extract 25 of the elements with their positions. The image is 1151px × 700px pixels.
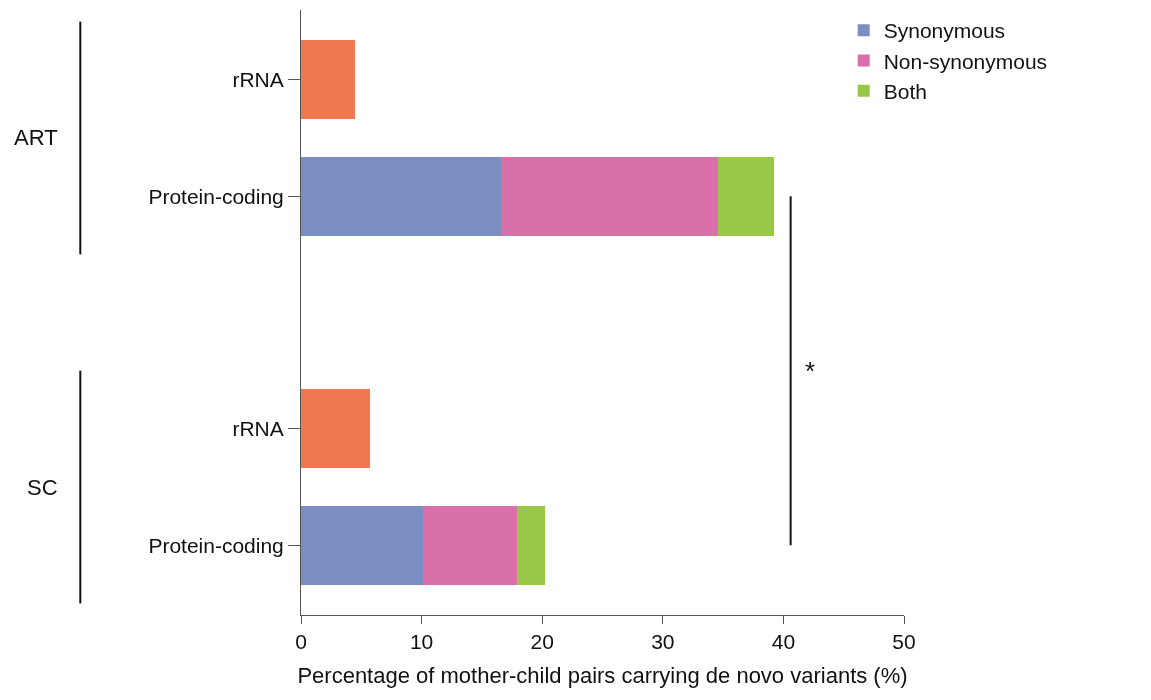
x-tick-label: 40 xyxy=(771,630,796,654)
text: ART xyxy=(14,125,58,150)
x-tick-label: 10 xyxy=(409,630,434,654)
bar xyxy=(718,156,774,236)
legend-label: Synonymous xyxy=(883,19,1006,43)
x-tick-label: 20 xyxy=(530,630,554,654)
bar xyxy=(301,40,356,120)
legend-label: Both xyxy=(883,79,927,103)
x-tick-label: 0 xyxy=(295,630,307,654)
y-tick-label: Protein-coding xyxy=(148,533,284,557)
bar xyxy=(501,156,719,236)
x-tick-label: 50 xyxy=(892,630,916,654)
bar xyxy=(516,505,545,585)
bar xyxy=(301,505,423,585)
annotation: * xyxy=(805,356,816,386)
x-axis-title: Percentage of mother-child pairs carrying de novo variants (%) xyxy=(297,663,908,689)
x-tick-label: 30 xyxy=(651,630,675,654)
bar xyxy=(422,505,517,585)
bar xyxy=(301,156,502,236)
y-tick-label: rRNA xyxy=(232,68,284,92)
y-tick-label: Protein-coding xyxy=(148,184,284,208)
text: SC xyxy=(27,475,58,500)
y-tick-label: rRNA xyxy=(232,417,284,441)
bar xyxy=(301,389,370,469)
legend-label: Non-synonymous xyxy=(883,49,1048,73)
